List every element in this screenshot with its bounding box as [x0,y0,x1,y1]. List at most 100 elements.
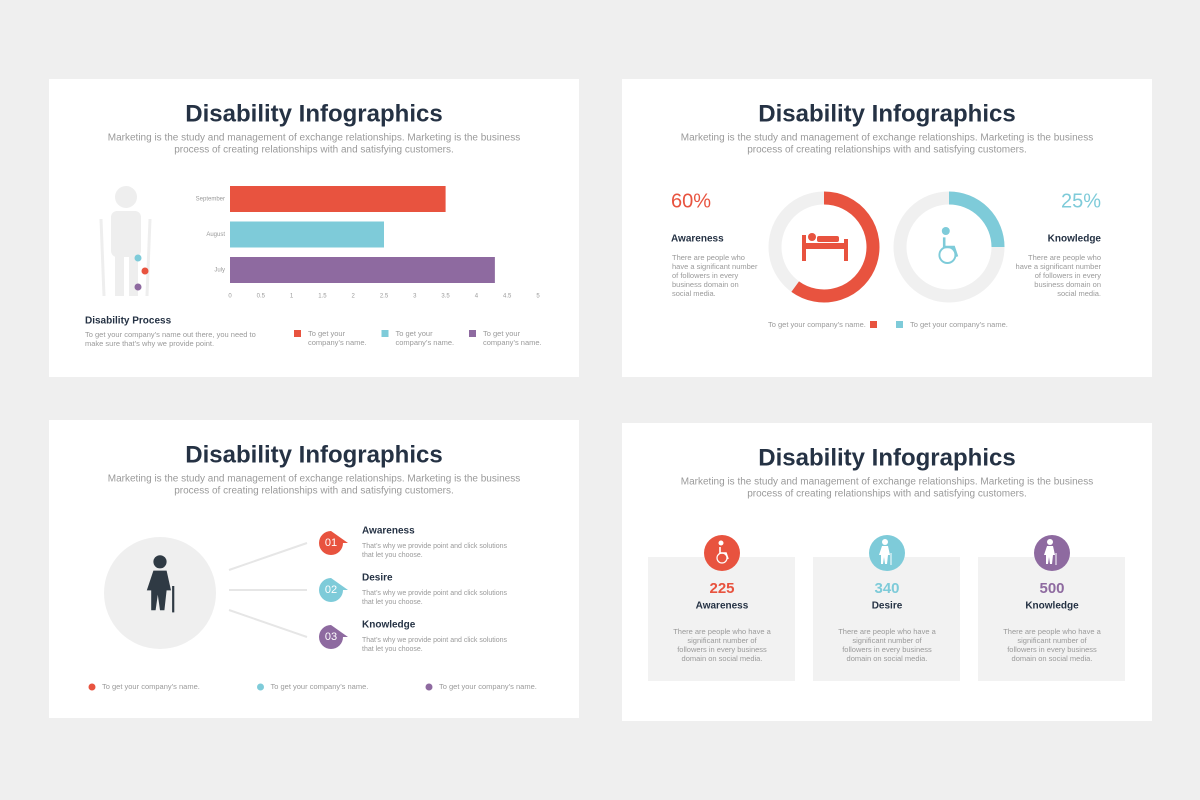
card-value: 340 [874,580,899,597]
legend-swatch [870,321,877,328]
step-text: that let you choose. [362,646,423,653]
section-text: make sure that’s why we provide point. [85,339,214,348]
card [813,557,960,681]
card-text: domain on social media. [847,654,928,663]
icon-part [1044,546,1055,564]
card-text: followers in every business [842,645,932,654]
card-text: significant number of [687,636,757,645]
legend-text: company’s name. [308,338,367,347]
step-text: that let you choose. [362,599,423,606]
card-text: followers in every business [677,645,767,654]
slide-title: Disability Infographics [758,444,1015,471]
slide-subtitle: process of creating relationships with a… [174,486,454,497]
icon-part [1047,539,1053,545]
icon-part [802,235,806,261]
icon-part [153,555,167,569]
bar [230,257,495,283]
description: of followers in every [1035,271,1102,280]
legend-swatch [294,330,301,337]
legend-text: company’s name. [483,338,542,347]
step-text: That’s why we provide point and click so… [362,543,508,550]
slide: Disability Infographics Marketing is the … [622,79,1152,377]
x-tick-label: 5 [536,294,540,300]
legend-text: To get your [396,329,434,338]
card-text: significant number of [852,636,922,645]
legend-text: To get your company’s name. [271,682,369,691]
icon-part [938,246,957,264]
legend-text: To get your [308,329,346,338]
description: have a significant number [1016,262,1102,271]
category-label: Knowledge [1048,234,1102,245]
category-label: August [206,232,225,238]
card-name: Knowledge [1025,601,1079,612]
description: There are people who [672,253,745,262]
legend-text: To get your company’s name. [910,320,1008,329]
description: social media. [1057,289,1101,298]
icon-part [716,552,728,564]
icon-part [99,218,106,297]
category-label: September [196,197,225,203]
description: have a significant number [672,262,758,271]
card-value: 225 [709,580,734,597]
legend-dot [425,683,433,691]
slide-subtitle: Marketing is the study and management of… [108,133,520,144]
value-label: 25% [1061,190,1101,212]
arrow [228,609,308,638]
category-label: July [214,268,225,274]
x-tick-label: 1.5 [318,294,327,300]
card-text: followers in every business [1007,645,1097,654]
card-name: Awareness [696,601,749,612]
description: social media. [672,289,716,298]
icon-part [808,233,816,241]
card-text: domain on social media. [682,654,763,663]
legend-text: To get your company’s name. [102,682,200,691]
step-text: That’s why we provide point and click so… [362,637,508,644]
step-badge [319,625,348,649]
donut-arc [791,191,880,303]
icon-part [879,546,890,564]
step-text: That’s why we provide point and click so… [362,590,508,597]
x-tick-label: 2 [352,294,356,300]
slide: Disability Infographics Marketing is the … [49,420,579,718]
donut-arc [948,191,1005,248]
icon-part [115,254,124,296]
category-label: Awareness [671,234,724,245]
icon-part [129,254,138,296]
icon-part [145,218,152,297]
legend-swatch [469,330,476,337]
description: There are people who [1028,253,1101,262]
slide-title: Disability Infographics [185,441,442,468]
x-tick-label: 3 [413,294,417,300]
card-value: 500 [1039,580,1064,597]
step-title: Awareness [362,526,415,537]
icon-dot [134,283,142,291]
slide-title: Disability Infographics [758,100,1015,127]
step-text: that let you choose. [362,552,423,559]
x-tick-label: 2.5 [380,294,389,300]
x-tick-label: 4.5 [503,294,512,300]
legend-dot [257,683,264,691]
value-label: 60% [671,190,711,212]
icon-part [718,540,724,546]
icon-dot [141,267,149,275]
step-number: 02 [325,584,337,596]
card-text: domain on social media. [1012,654,1093,663]
x-tick-label: 4 [475,294,479,300]
bar [230,186,446,212]
section-text: To get your company’s name out there, yo… [85,330,256,339]
icon-part [146,570,171,611]
arrow [228,542,308,571]
legend-text: To get your company’s name. [768,320,866,329]
slide-subtitle: process of creating relationships with a… [747,145,1027,156]
legend-text: To get your company’s name. [439,682,537,691]
slide-subtitle: process of creating relationships with a… [174,145,454,156]
legend-text: To get your [483,329,521,338]
step-title: Desire [362,573,393,584]
slide-subtitle: Marketing is the study and management of… [681,133,1093,144]
slide-background [622,79,1152,377]
icon-part [941,227,950,235]
card-text: There are people who have a [838,627,936,636]
x-tick-label: 1 [290,294,294,300]
icon-part [802,243,848,249]
icon-part [844,239,848,261]
